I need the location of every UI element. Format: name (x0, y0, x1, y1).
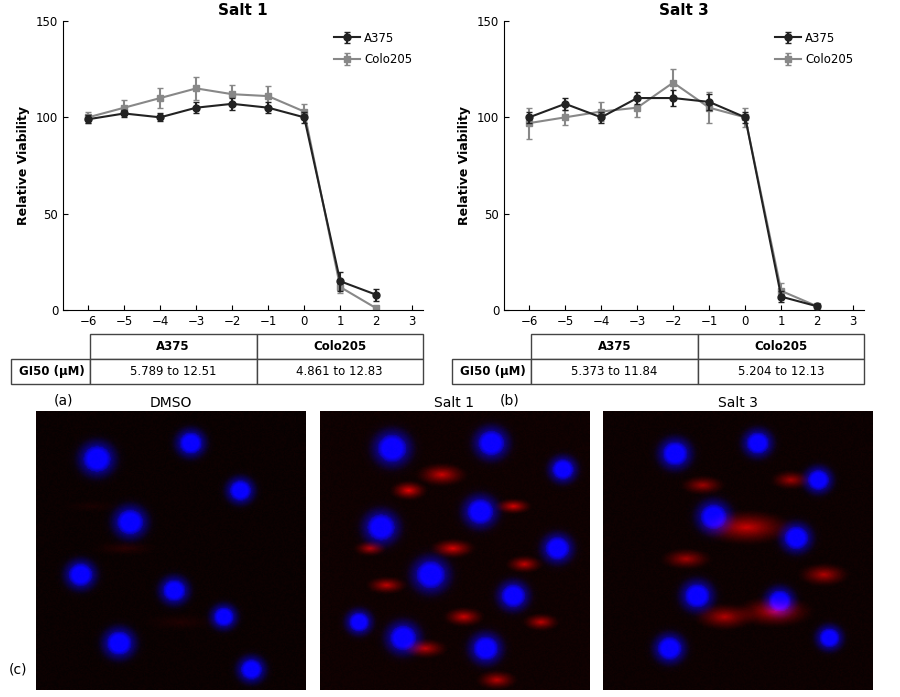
Y-axis label: Relative Viability: Relative Viability (458, 106, 472, 225)
Title: Salt 1: Salt 1 (435, 396, 474, 410)
Title: Salt 3: Salt 3 (659, 3, 709, 18)
X-axis label: log(μM): log(μM) (657, 334, 711, 346)
Text: (b): (b) (500, 394, 519, 408)
Title: DMSO: DMSO (149, 396, 193, 410)
Title: Salt 1: Salt 1 (218, 3, 268, 18)
Text: (a): (a) (54, 394, 74, 408)
Y-axis label: Relative Viability: Relative Viability (17, 106, 31, 225)
X-axis label: log(μM): log(μM) (216, 334, 270, 346)
Legend: A375, Colo205: A375, Colo205 (770, 26, 858, 70)
Title: Salt 3: Salt 3 (718, 396, 758, 410)
Text: (c): (c) (9, 662, 28, 676)
Legend: A375, Colo205: A375, Colo205 (328, 26, 417, 70)
